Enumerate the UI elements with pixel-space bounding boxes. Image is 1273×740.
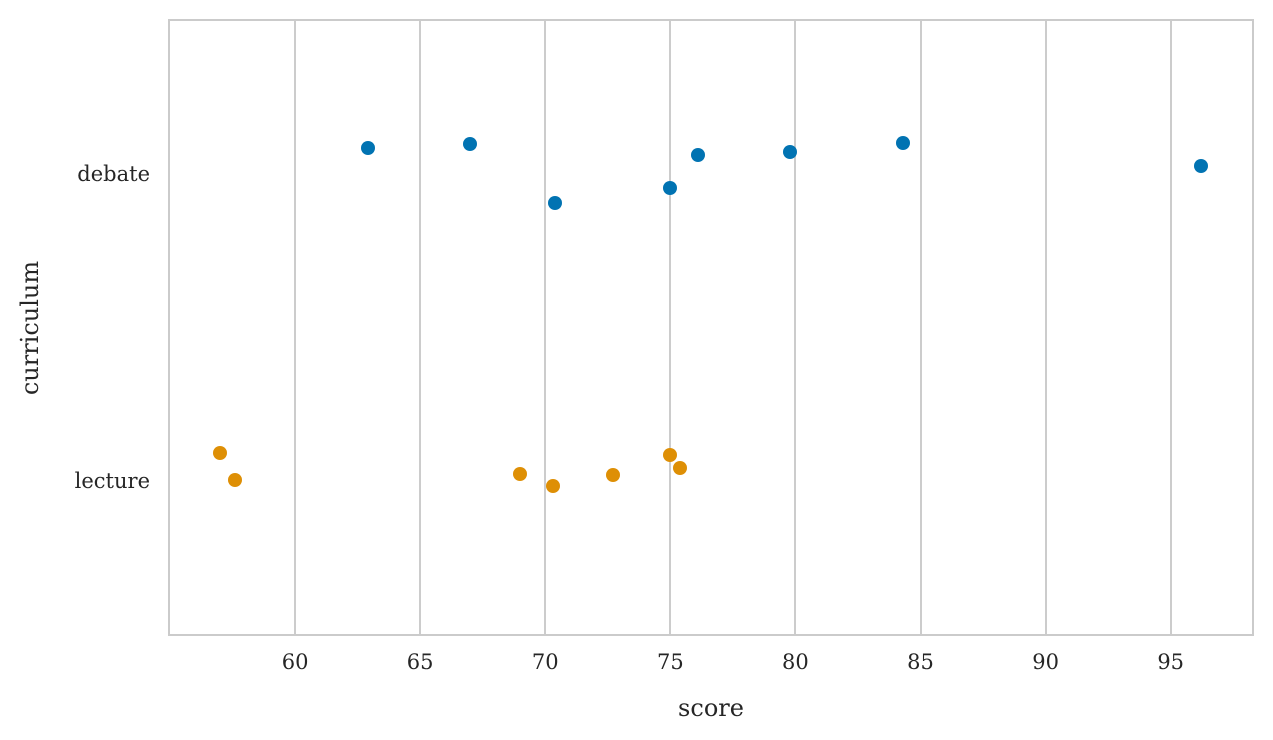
data-point-lecture-6 — [673, 460, 688, 475]
x-tick-label-65: 65 — [406, 650, 434, 674]
x-tick-label-80: 80 — [782, 650, 809, 674]
data-point-debate-7 — [1193, 159, 1208, 174]
grid-line-x-80 — [794, 21, 797, 634]
data-point-debate-5 — [783, 145, 798, 160]
data-point-lecture-4 — [605, 467, 620, 482]
y-tick-label-debate: debate — [77, 162, 150, 187]
data-point-lecture-5 — [663, 447, 678, 462]
grid-line-x-75 — [669, 21, 672, 634]
x-tick-label-60: 60 — [281, 650, 309, 674]
x-tick-label-85: 85 — [907, 650, 934, 674]
data-point-lecture-3 — [545, 478, 560, 493]
data-point-lecture-0 — [213, 445, 228, 460]
data-point-debate-2 — [548, 196, 563, 211]
data-point-debate-3 — [663, 181, 678, 196]
plot-area — [168, 19, 1254, 636]
grid-line-x-70 — [544, 21, 547, 634]
data-point-debate-6 — [896, 136, 910, 151]
y-tick-label-lecture: lecture — [74, 468, 150, 493]
grid-line-x-90 — [1044, 21, 1047, 634]
data-point-debate-0 — [360, 141, 375, 156]
x-axis-label: score — [678, 694, 744, 722]
grid-line-x-65 — [419, 21, 422, 634]
grid-line-x-60 — [294, 21, 297, 634]
data-point-debate-4 — [690, 148, 705, 163]
y-axis-label: curriculum — [16, 260, 44, 396]
grid-line-x-85 — [919, 21, 922, 634]
x-tick-label-70: 70 — [531, 650, 559, 674]
data-point-debate-1 — [463, 137, 478, 152]
data-point-lecture-2 — [513, 466, 528, 481]
x-tick-label-95: 95 — [1157, 650, 1185, 674]
grid-line-x-95 — [1169, 21, 1172, 634]
x-tick-label-90: 90 — [1032, 650, 1059, 674]
x-tick-label-75: 75 — [656, 650, 684, 674]
data-point-lecture-1 — [228, 472, 243, 487]
